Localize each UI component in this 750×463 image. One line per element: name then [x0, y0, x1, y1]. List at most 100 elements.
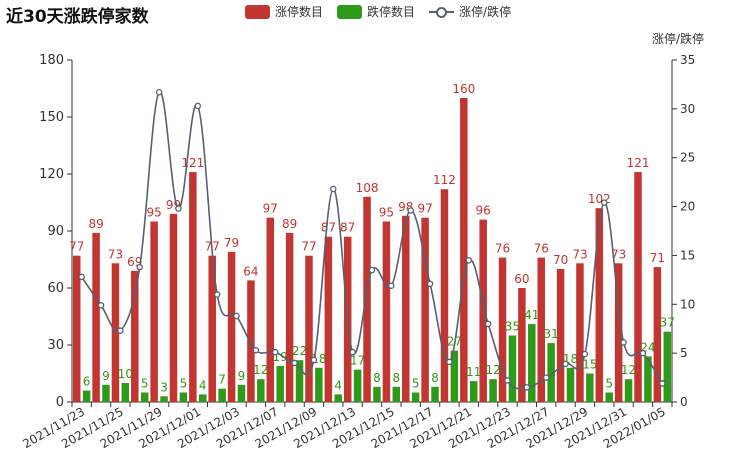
bar-limit-up — [131, 270, 139, 402]
bar-limit-up-label: 121 — [181, 156, 204, 170]
legend[interactable]: 涨停数目 跌停数目 涨停/跌停 — [245, 3, 511, 20]
bar-limit-down-label: 22 — [292, 344, 307, 358]
bar-limit-up — [227, 251, 236, 402]
bar-limit-up-label: 89 — [282, 217, 297, 231]
bar-limit-up — [479, 219, 487, 402]
ratio-point — [601, 199, 608, 206]
bar-limit-up-label: 76 — [495, 242, 510, 256]
bar-limit-up-label: 87 — [321, 221, 336, 235]
ratio-point — [446, 358, 453, 366]
bar-limit-up-label: 95 — [147, 206, 162, 220]
bar-limit-up-label: 76 — [534, 242, 549, 256]
bar-limit-up-label: 73 — [611, 247, 626, 261]
bar-limit-down — [237, 384, 246, 402]
ratio-point — [562, 360, 569, 368]
ratio-point — [581, 350, 589, 358]
bar-limit-down-label: 3 — [160, 380, 168, 394]
y-right-tick-label: 35 — [680, 53, 695, 67]
bar-limit-down — [392, 386, 401, 402]
y-right-tick-label: 15 — [680, 248, 695, 262]
legend-swatch-limit-up — [245, 4, 270, 19]
ratio-point — [78, 273, 85, 281]
bar-limit-up — [208, 255, 216, 402]
bar-limit-down — [102, 384, 110, 402]
bar-limit-up — [169, 213, 178, 402]
bar-limit-down — [566, 367, 575, 402]
bar-limit-down-label: 12 — [485, 363, 500, 377]
y-right-tick-label: 0 — [680, 395, 688, 409]
ratio-point — [620, 339, 627, 346]
ratio-point — [252, 346, 260, 354]
bar-limit-down — [489, 379, 497, 402]
ratio-point — [465, 257, 473, 264]
bar-limit-down — [469, 381, 478, 402]
bar-limit-down-label: 8 — [431, 371, 439, 385]
bar-limit-up — [653, 267, 662, 402]
bar-limit-up — [189, 172, 197, 402]
bar-limit-up-label: 112 — [433, 173, 456, 187]
legend-item-ratio[interactable]: 涨停/跌停 — [429, 3, 511, 20]
legend-item-limit-up[interactable]: 涨停数目 — [245, 3, 323, 20]
ratio-point — [349, 348, 356, 356]
bar-limit-down — [547, 343, 555, 402]
bar-limit-up-label: 70 — [553, 253, 568, 267]
bar-limit-up — [266, 217, 275, 402]
bar-limit-up — [247, 280, 255, 402]
chart-title: 近30天涨跌停家数 — [6, 7, 149, 27]
bar-limit-down-label: 35 — [505, 320, 520, 334]
bar-limit-up — [150, 221, 158, 402]
y-left-tick-label: 30 — [47, 338, 64, 353]
bar-limit-down — [140, 392, 149, 402]
bar-limit-down — [276, 365, 284, 402]
bar-limit-up-label: 73 — [572, 247, 587, 261]
bar-limit-down — [82, 390, 91, 402]
legend-item-limit-down[interactable]: 跌停数目 — [337, 3, 415, 20]
legend-swatch-ratio — [429, 5, 455, 19]
bar-limit-down — [411, 392, 420, 402]
bar-limit-up — [421, 217, 429, 402]
bar-limit-up-label: 97 — [263, 202, 278, 216]
bar-limit-up-label: 79 — [224, 236, 239, 250]
bar-limit-down-label: 4 — [334, 378, 342, 392]
bar-limit-down — [586, 373, 594, 402]
bar-limit-up — [382, 221, 391, 402]
bar-limit-down — [508, 335, 517, 402]
bar-limit-up — [556, 269, 565, 402]
bar-limit-down — [528, 324, 536, 402]
right-axis-label: 涨停/跌停 — [651, 32, 704, 46]
y-right-tick-label: 25 — [680, 151, 695, 165]
bar-limit-up-label: 71 — [650, 251, 665, 265]
bar-limit-up-label: 97 — [417, 202, 432, 216]
bar-limit-up-label: 64 — [243, 264, 258, 278]
bar-limit-down — [450, 350, 459, 402]
legend-label-limit-up: 涨停数目 — [275, 5, 324, 19]
ratio-point — [271, 348, 279, 356]
bar-limit-up — [460, 98, 468, 402]
bar-limit-down-label: 10 — [118, 367, 133, 381]
bar-limit-down-label: 17 — [350, 354, 365, 368]
bar-limit-up-label: 95 — [379, 206, 394, 220]
bar-limit-up-label: 73 — [108, 247, 123, 261]
ratio-point — [136, 263, 143, 271]
bar-limit-down-label: 5 — [605, 377, 613, 391]
bar-limit-down-label: 8 — [373, 371, 381, 385]
bar-limit-down-label: 5 — [412, 377, 420, 391]
bar-limit-down — [624, 379, 633, 402]
bar-limit-up — [595, 208, 604, 402]
bar-limit-up — [614, 263, 623, 402]
bar-limit-up-label: 108 — [356, 181, 379, 195]
y-left-tick-label: 120 — [39, 167, 64, 182]
ratio-point — [117, 327, 124, 334]
y-right-tick-label: 5 — [680, 346, 688, 360]
y-right-tick-label: 20 — [680, 200, 695, 214]
bar-limit-up — [537, 257, 545, 402]
ratio-point — [484, 320, 492, 328]
bar-limit-down — [663, 331, 672, 402]
bar-limit-up-label: 121 — [627, 156, 650, 170]
bar-limit-up — [305, 255, 313, 402]
y-left-tick-label: 90 — [47, 224, 64, 239]
legend-swatch-limit-down — [337, 4, 363, 19]
ratio-point — [407, 207, 414, 214]
bar-limit-down — [605, 392, 613, 402]
